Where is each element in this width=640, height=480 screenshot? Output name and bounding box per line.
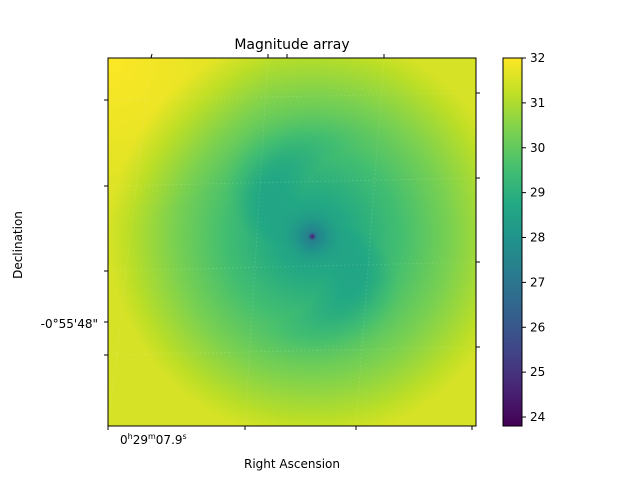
colorbar-frame (502, 57, 523, 427)
colorbar: 24 25 26 27 28 29 30 31 32 (502, 51, 545, 427)
magnitude-image (108, 58, 476, 426)
colorbar-tick-label: 32 (530, 51, 545, 65)
chart-title: Magnitude array (234, 37, 349, 53)
colorbar-tick-label: 29 (530, 186, 545, 200)
x-tick-label: 0h29m07.9s (120, 432, 187, 447)
colorbar-tick-label: 26 (530, 320, 545, 334)
colorbar-tick-label: 30 (530, 141, 545, 155)
y-tick-label: -0°55'48" (41, 317, 98, 331)
heatmap-raster (108, 58, 476, 426)
axis-ticks (104, 53, 480, 430)
colorbar-tick-label: 27 (530, 275, 545, 289)
colorbar-tick-label: 31 (530, 96, 545, 110)
colorbar-tick-label: 24 (530, 410, 545, 424)
coordinate-grid (108, 58, 476, 426)
colorbar-tick-label: 28 (530, 231, 545, 245)
y-axis-label: Declination (11, 211, 25, 279)
plot-frame (107, 57, 477, 427)
colorbar-gradient (503, 58, 522, 426)
x-axis-label: Right Ascension (244, 457, 340, 471)
colorbar-tick-label: 25 (530, 365, 545, 379)
